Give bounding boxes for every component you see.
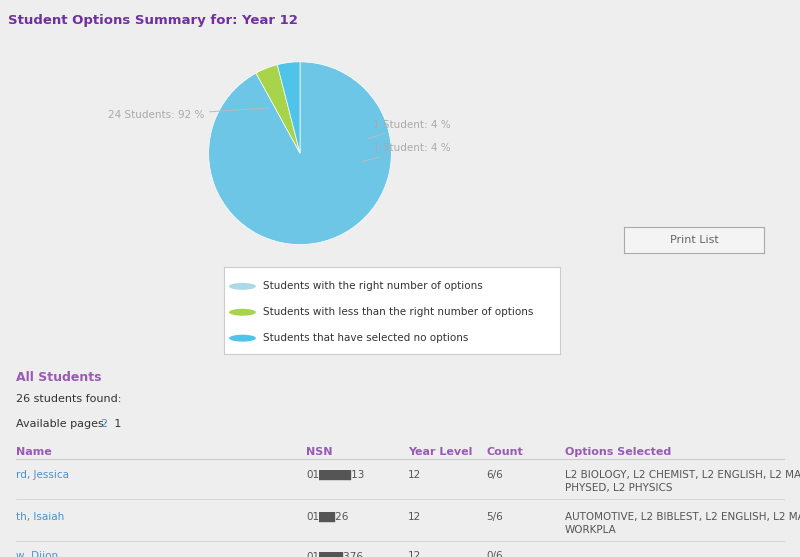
Text: rd, Jessica: rd, Jessica <box>16 470 69 480</box>
Wedge shape <box>278 62 300 153</box>
Text: 01███376: 01███376 <box>306 551 363 557</box>
Text: Available pages:  1: Available pages: 1 <box>16 419 122 429</box>
Text: Students with less than the right number of options: Students with less than the right number… <box>262 307 533 317</box>
Circle shape <box>229 283 256 290</box>
Text: 12: 12 <box>408 470 421 480</box>
Text: L2 BIOLOGY, L2 CHEMIST, L2 ENGLISH, L2 MATHEMA, L2
PHYSED, L2 PHYSICS: L2 BIOLOGY, L2 CHEMIST, L2 ENGLISH, L2 M… <box>565 470 800 493</box>
Text: Name: Name <box>16 447 51 457</box>
Circle shape <box>229 309 256 316</box>
Text: 26 students found:: 26 students found: <box>16 394 122 404</box>
Text: All Students: All Students <box>16 372 102 384</box>
Text: 1 Student: 4 %: 1 Student: 4 % <box>369 120 450 139</box>
Text: AUTOMOTIVE, L2 BIBLEST, L2 ENGLISH, L2 MATHEMA, L2
WORKPLA: AUTOMOTIVE, L2 BIBLEST, L2 ENGLISH, L2 M… <box>565 511 800 535</box>
Text: 2: 2 <box>101 419 108 429</box>
Text: 01████13: 01████13 <box>306 470 364 480</box>
Text: 12: 12 <box>408 511 421 521</box>
Circle shape <box>229 335 256 341</box>
Wedge shape <box>256 65 300 153</box>
Text: 24 Students: 92 %: 24 Students: 92 % <box>108 108 270 120</box>
Text: th, Isaiah: th, Isaiah <box>16 511 64 521</box>
Text: Count: Count <box>486 447 523 457</box>
Text: w, Dijon: w, Dijon <box>16 551 58 557</box>
Text: 0/6: 0/6 <box>486 551 503 557</box>
Text: Print List: Print List <box>670 235 718 245</box>
Text: Students with the right number of options: Students with the right number of option… <box>262 281 482 291</box>
Text: 5/6: 5/6 <box>486 511 503 521</box>
Text: NSN: NSN <box>306 447 333 457</box>
Text: 01██26: 01██26 <box>306 511 348 522</box>
Text: Options Selected: Options Selected <box>565 447 671 457</box>
Text: Students that have selected no options: Students that have selected no options <box>262 333 468 343</box>
Text: 1 Student: 4 %: 1 Student: 4 % <box>362 143 450 162</box>
Text: Year Level: Year Level <box>408 447 472 457</box>
Text: 6/6: 6/6 <box>486 470 503 480</box>
Text: 12: 12 <box>408 551 421 557</box>
Text: Student Options Summary for: Year 12: Student Options Summary for: Year 12 <box>8 14 298 27</box>
Wedge shape <box>209 62 391 245</box>
